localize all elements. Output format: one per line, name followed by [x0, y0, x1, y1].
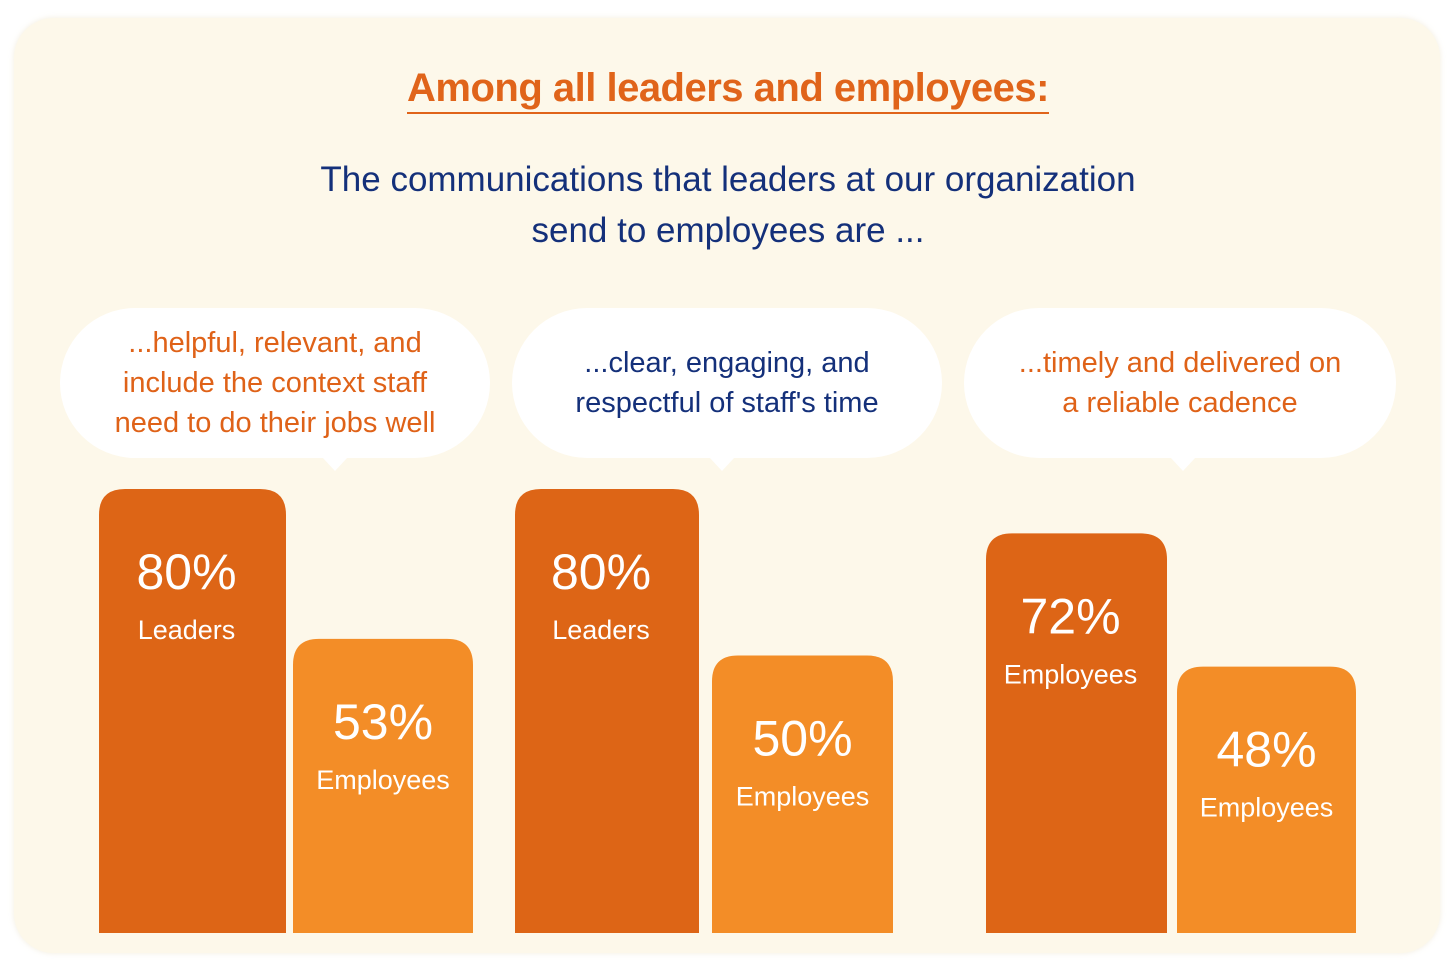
bar-category-label: Leaders	[138, 615, 236, 645]
bar-group2-second	[712, 655, 893, 933]
bar-group1-first	[99, 489, 286, 933]
chart-subtitle: The communications that leaders at our o…	[228, 154, 1228, 256]
bar-value-label: 53%	[333, 694, 433, 750]
bar-category-label: Employees	[316, 765, 450, 795]
bar-category-label: Employees	[1004, 659, 1138, 689]
caption-bubble-clear: ...clear, engaging, and respectful of st…	[512, 308, 942, 471]
bar-group3-second	[1177, 666, 1356, 933]
bar-category-label: Leaders	[552, 615, 650, 645]
bar-group3-first	[986, 533, 1167, 933]
bar-value-label: 80%	[136, 544, 236, 600]
subtitle-line-2: send to employees are ...	[531, 211, 925, 250]
caption-timely: ...timely and delivered on a reliable ca…	[1018, 347, 1342, 419]
bar-value-label: 72%	[1020, 588, 1120, 644]
bar-value-label: 50%	[752, 711, 852, 767]
caption-bubble-timely: ...timely and delivered on a reliable ca…	[964, 308, 1396, 471]
bubble-tail	[322, 457, 348, 471]
bar-category-label: Employees	[1200, 793, 1334, 823]
caption-helpful: ...helpful, relevant, and include the co…	[114, 327, 436, 439]
bar-group2-first	[515, 489, 699, 933]
bubble-tail	[1170, 457, 1196, 471]
caption-bubble-helpful: ...helpful, relevant, and include the co…	[60, 308, 490, 471]
bar-category-label: Employees	[736, 782, 870, 812]
bar-value-label: 48%	[1216, 722, 1316, 778]
bubble-tail	[709, 457, 735, 471]
bar-group1-second	[293, 638, 473, 933]
chart-title: Among all leaders and employees:	[0, 66, 1456, 114]
bar-value-label: 80%	[551, 544, 651, 600]
subtitle-line-1: The communications that leaders at our o…	[320, 160, 1136, 199]
caption-clear: ...clear, engaging, and respectful of st…	[575, 347, 879, 419]
